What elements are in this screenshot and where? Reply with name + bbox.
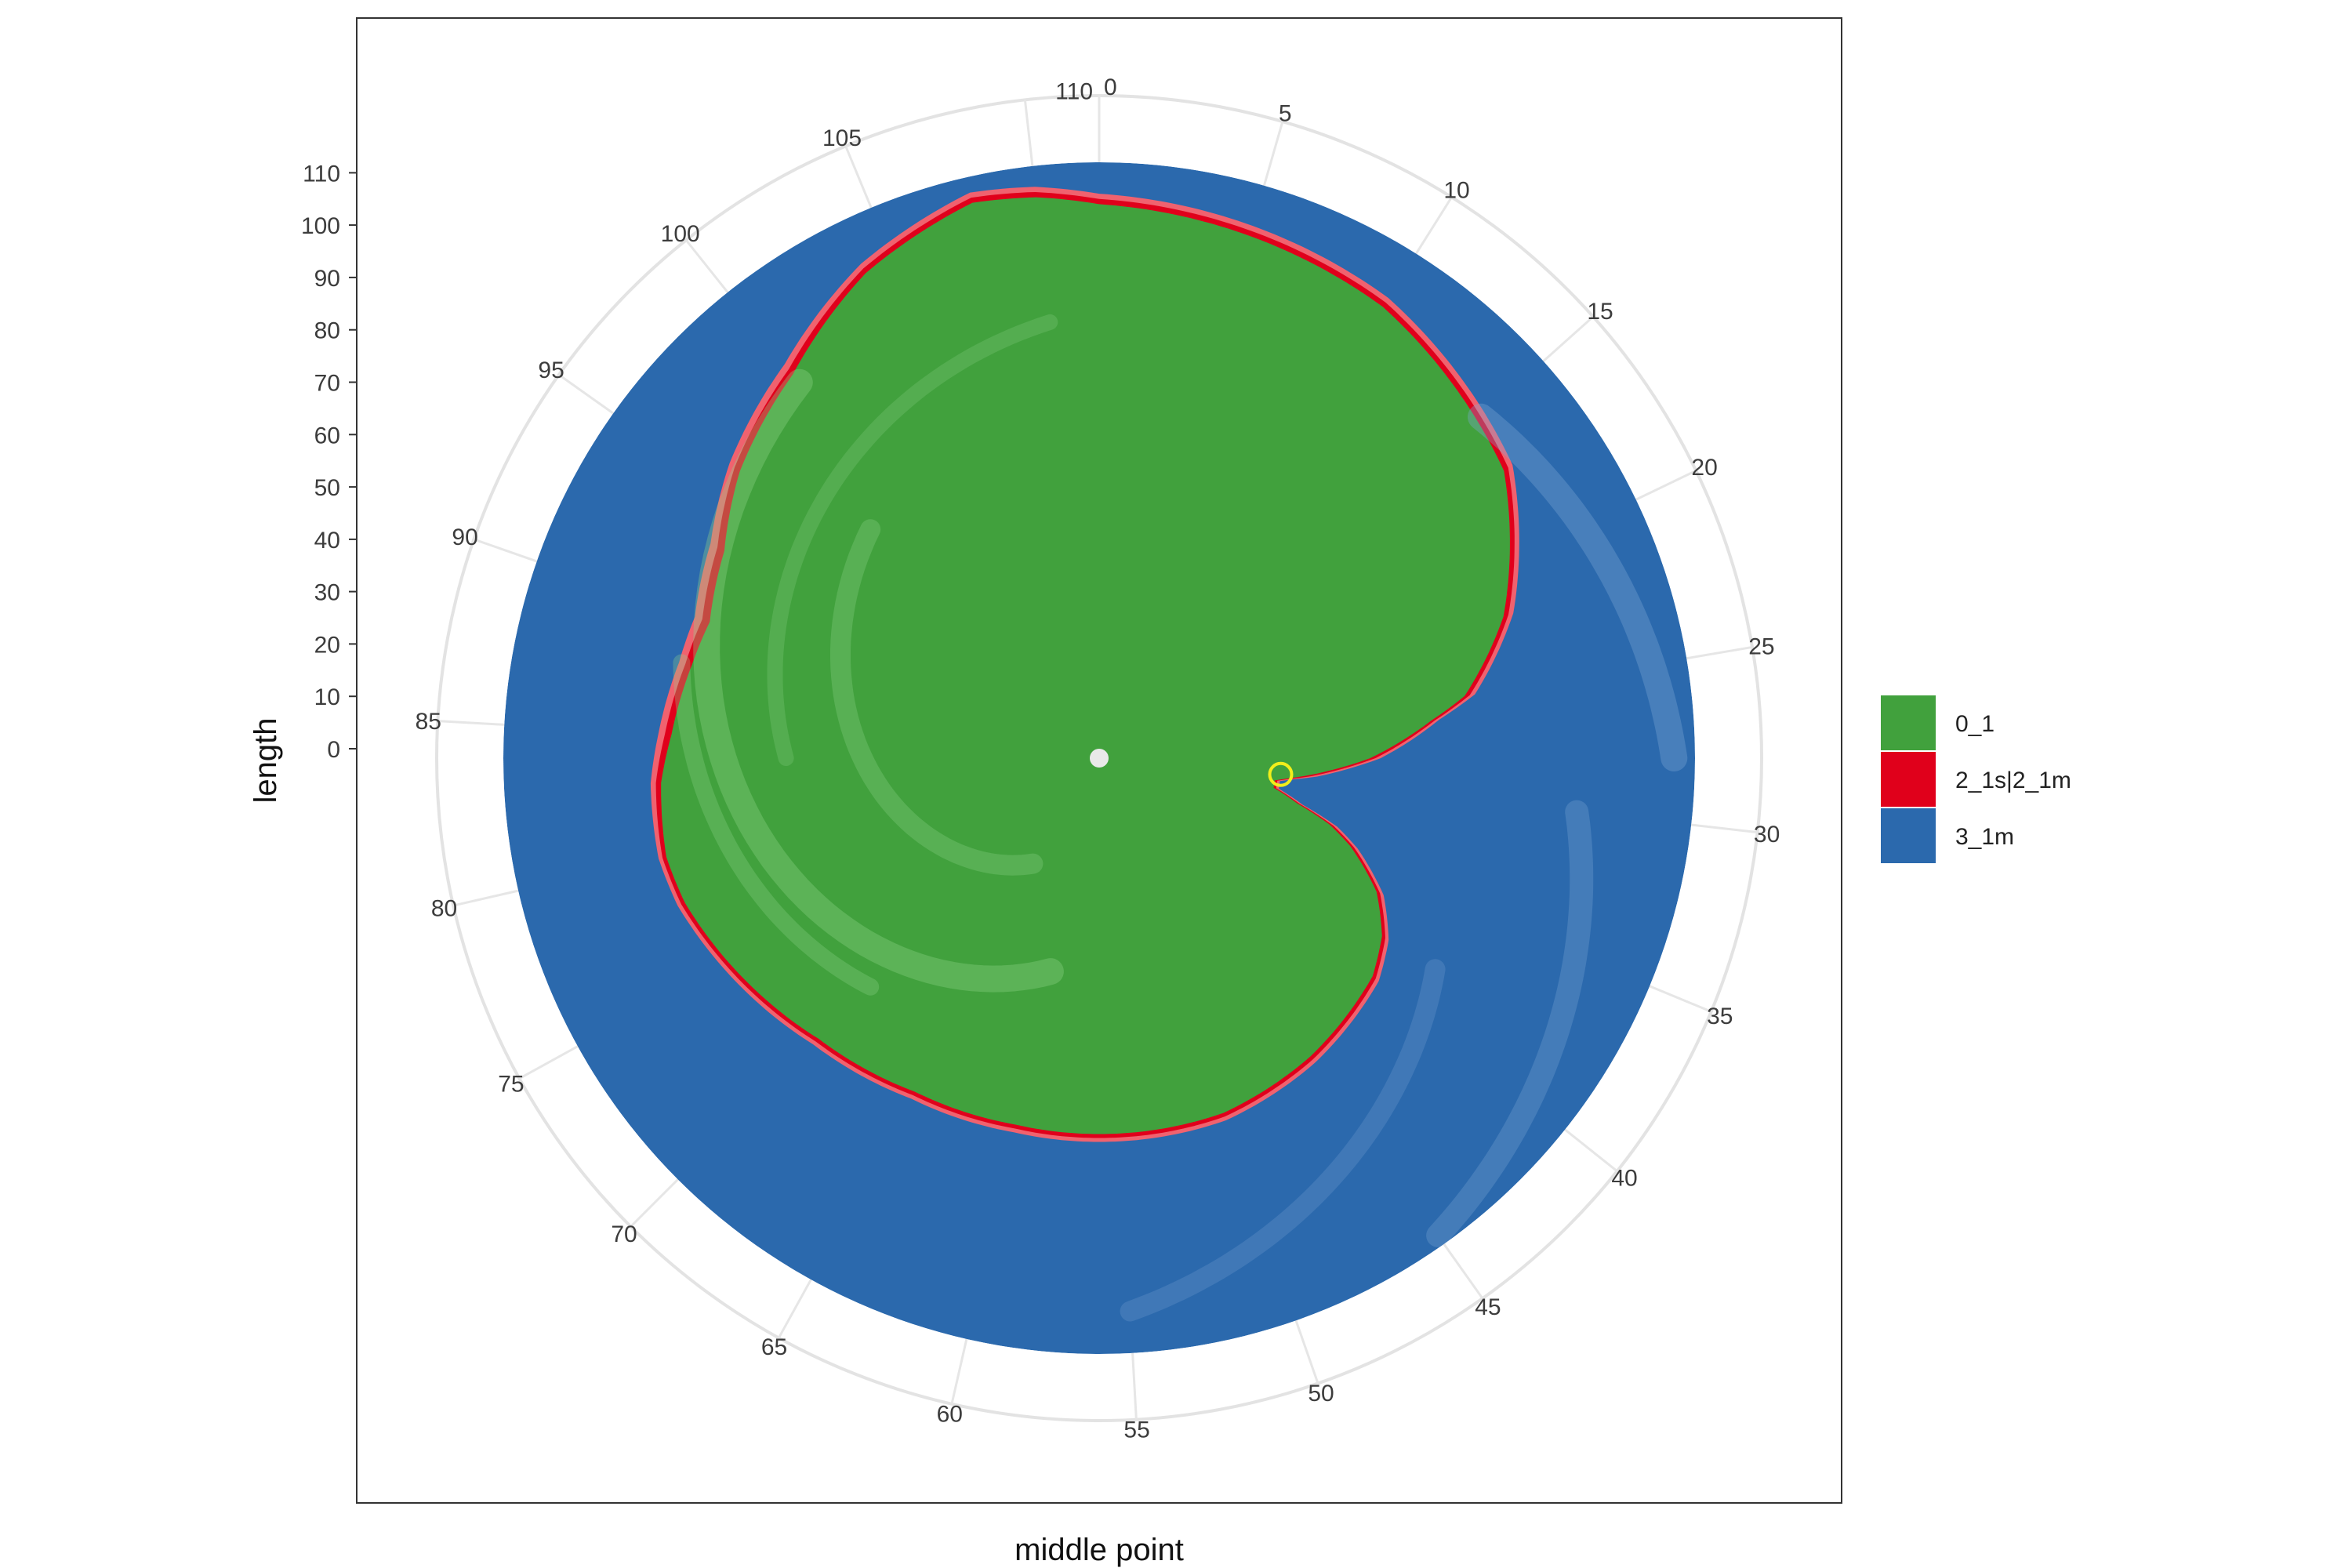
theta-tick-label: 10 [1443,177,1469,203]
r-tick-label: 50 [314,475,340,501]
theta-tick-label: 75 [498,1072,524,1098]
theta-tick-label: 105 [822,125,862,151]
legend-label-1: 2_1s|2_1m [1955,768,2071,793]
theta-tick-label: 15 [1587,299,1613,325]
theta-tick-label: 20 [1691,455,1717,481]
r-tick-label: 10 [314,684,340,710]
r-tick-label: 110 [303,161,340,187]
theta-tick-label: 45 [1475,1294,1501,1320]
marks-layer [1090,749,1294,787]
theta-tick-label: 70 [611,1221,637,1247]
theta-tick-label: 100 [661,221,700,247]
texture-band [673,654,880,996]
region-0_1 [661,197,1510,1134]
panel-border [356,17,1842,1504]
texture-band [1120,959,1446,1322]
theta-tick-label: 90 [452,524,477,550]
x-axis-title: middle point [1014,1533,1184,1567]
r-tick-label: 60 [314,423,340,448]
r-tick-label: 90 [314,266,340,292]
ticks-layer: 0 5 10 15 20 25 30 35 40 45 50 55 60 65 70 75 80 85 90 95 10… [301,74,1780,1443]
theta-tick-label: 35 [1707,1004,1733,1029]
legend-key-2 [1879,807,1937,865]
texture-band [830,519,1044,876]
legend-key-1 [1879,750,1937,808]
theta-tick-label: 5 [1279,101,1292,127]
theta-tick-label: 30 [1754,822,1780,848]
theta-tick-label: 65 [761,1334,787,1360]
r-tick-label: 30 [314,580,340,606]
theta-tick-label: 25 [1748,633,1774,659]
theta-tick-label: 60 [937,1402,963,1428]
legend: 0_1 2_1s|2_1m 3_1m [1879,694,2071,865]
theta-tick-label: 55 [1123,1417,1149,1443]
theta-tick-label: 50 [1308,1381,1334,1406]
texture-band [1426,800,1594,1247]
theta-tick-label: 0 [1104,74,1117,100]
theta-tick-label: 95 [538,358,564,383]
theta-tick-label: 40 [1611,1165,1637,1191]
r-tick-label: 40 [314,528,340,554]
r-tick-label: 0 [327,737,340,763]
center-point [1090,749,1109,768]
legend-key-0 [1879,694,1937,752]
legend-label-0: 0_1 [1955,711,1994,737]
r-tick-label: 20 [314,632,340,658]
texture-layer [673,314,1688,1322]
legend-label-2: 3_1m [1955,824,2014,850]
r-tick-label: 80 [314,318,340,344]
highlight-point-marker [1268,761,1294,787]
theta-tick-label: 110 [1055,78,1093,104]
data-layer [503,162,1695,1354]
texture-band [1468,403,1688,771]
texture-band [693,368,1064,993]
texture-band [767,314,1058,766]
r-tick-label: 100 [301,213,340,239]
y-axis-title: length [249,718,283,804]
r-tick-label: 70 [314,371,340,397]
theta-tick-label: 80 [431,896,457,922]
theta-tick-label: 85 [416,709,441,735]
